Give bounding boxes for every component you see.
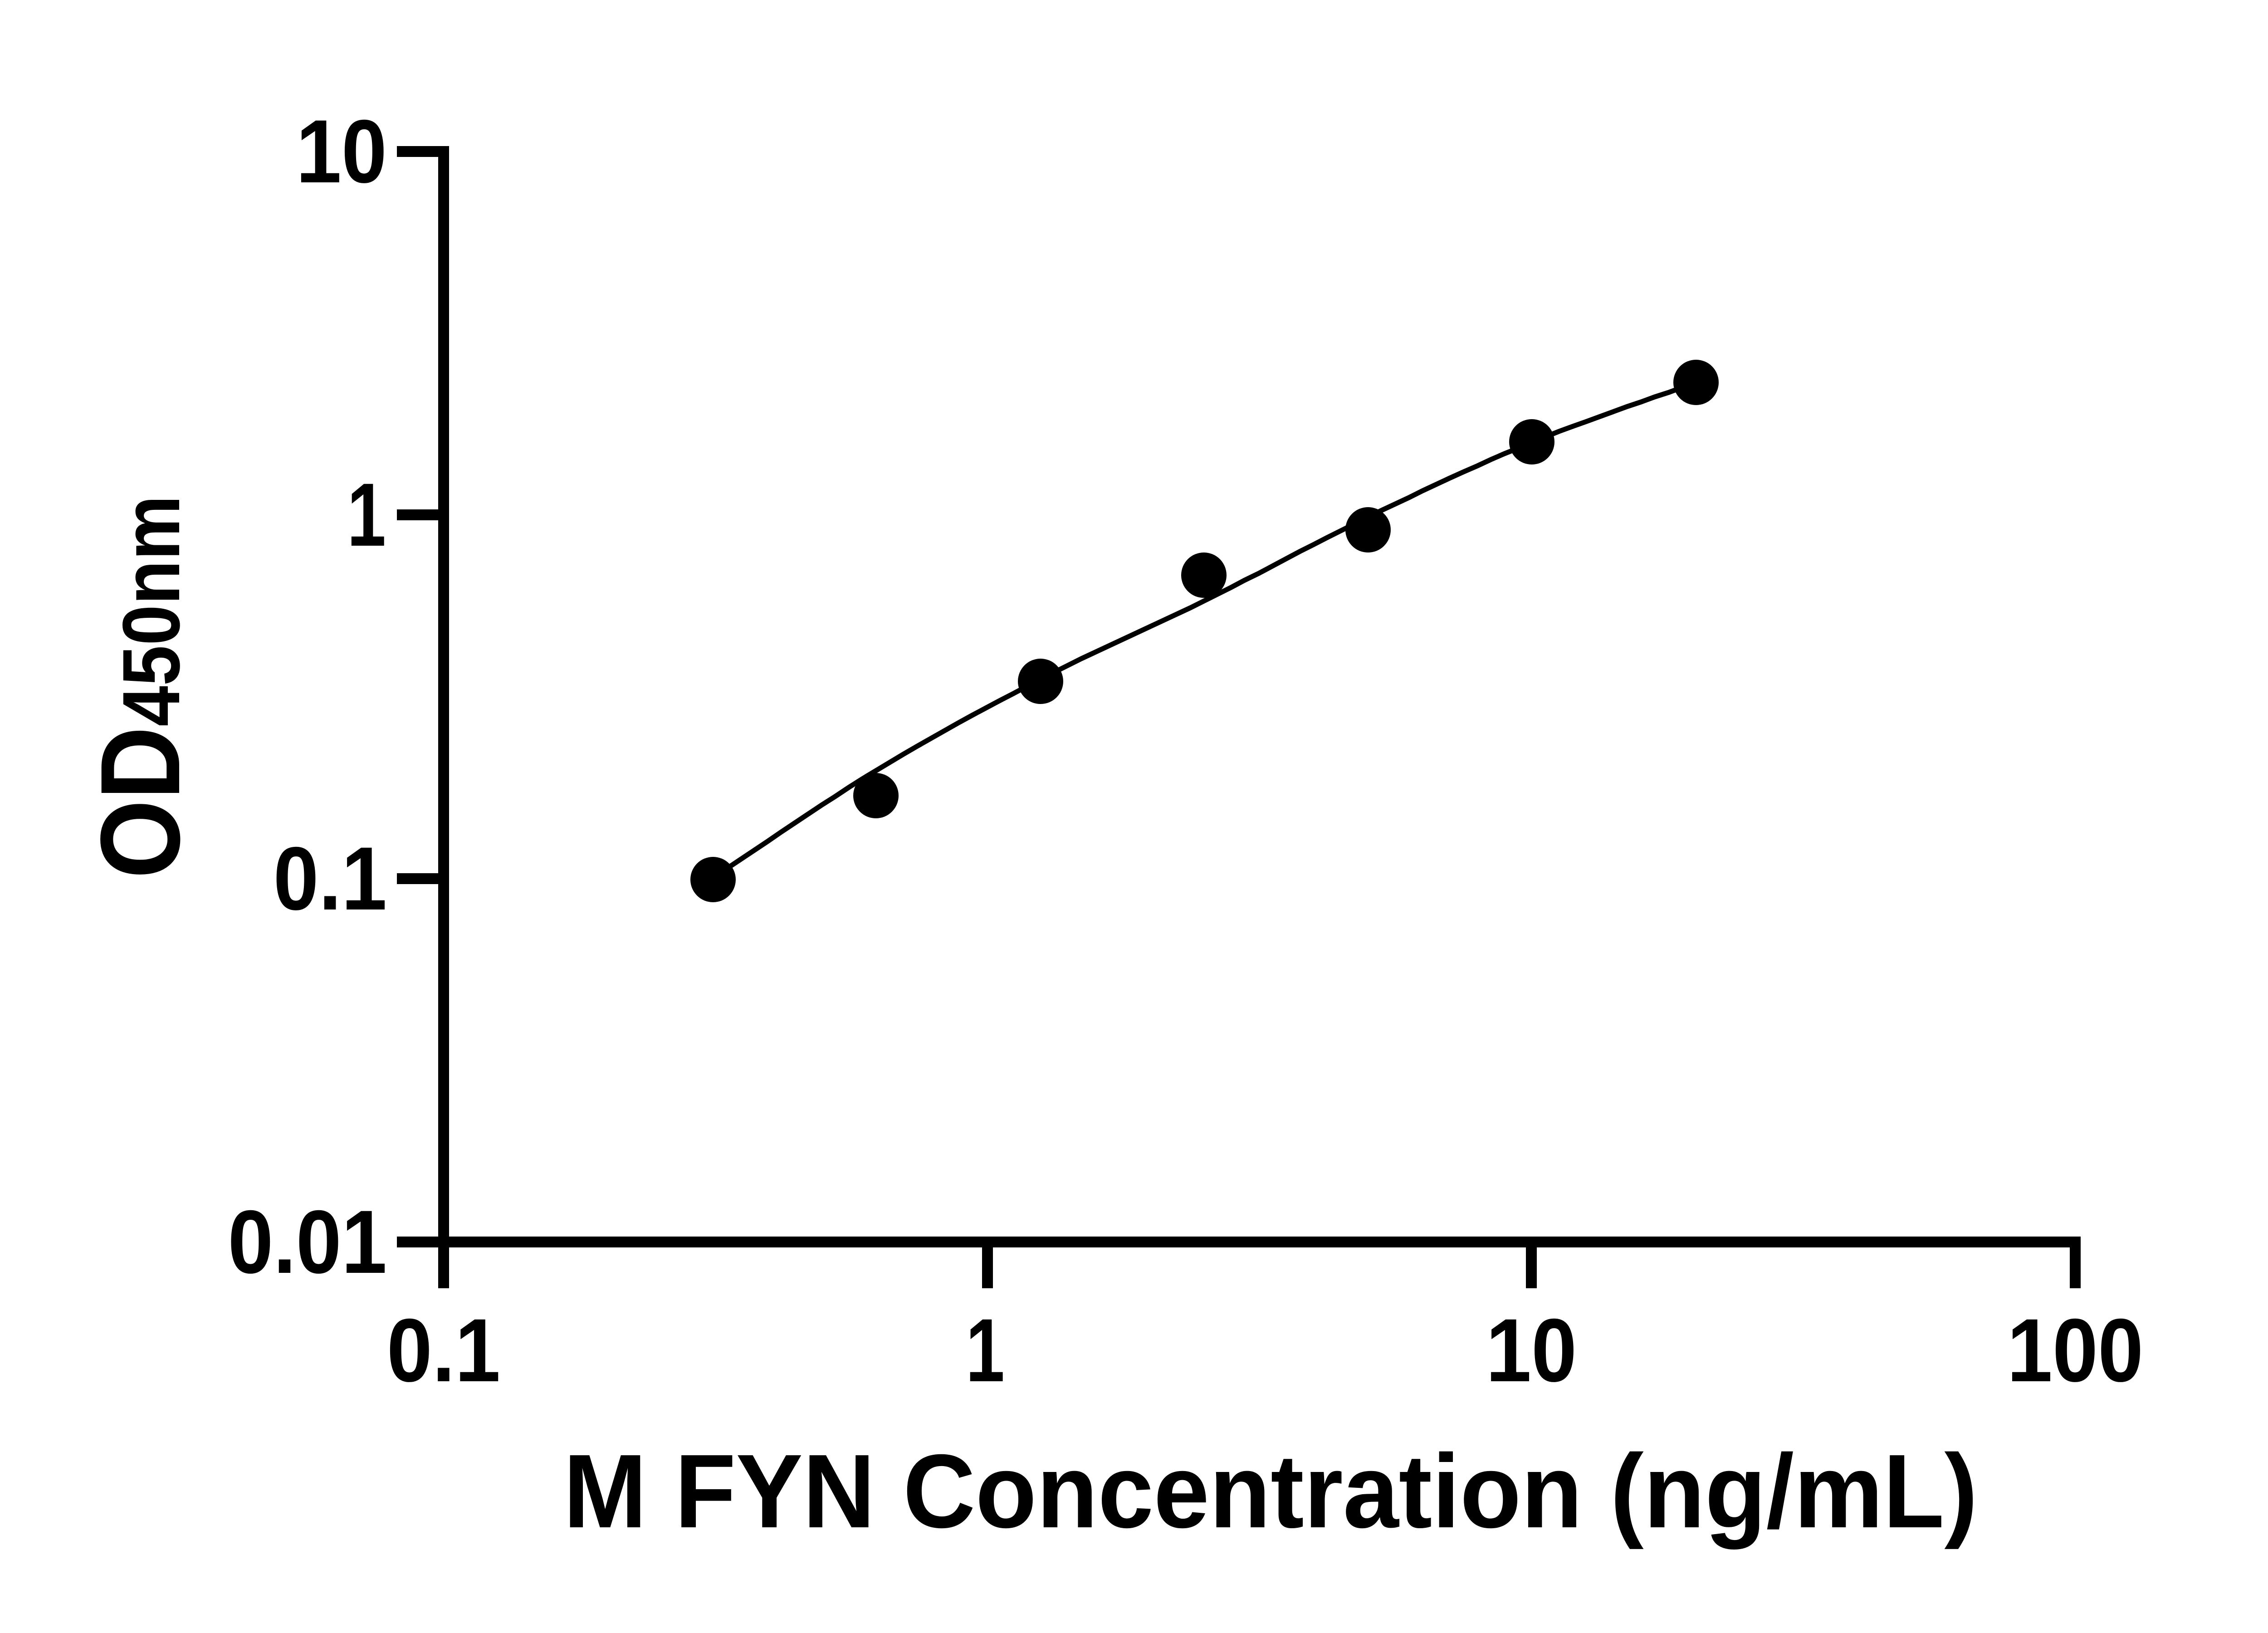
svg-text:M FYN Concentration (ng/mL): M FYN Concentration (ng/mL) bbox=[563, 1433, 1978, 1550]
svg-text:10: 10 bbox=[1486, 1301, 1577, 1401]
svg-text:1: 1 bbox=[347, 464, 386, 565]
svg-text:0.1: 0.1 bbox=[387, 1301, 500, 1401]
svg-text:0.1: 0.1 bbox=[274, 829, 387, 929]
svg-text:1: 1 bbox=[966, 1300, 1005, 1400]
svg-text:100: 100 bbox=[2007, 1301, 2144, 1401]
svg-text:10: 10 bbox=[296, 102, 387, 202]
svg-text:0.01: 0.01 bbox=[228, 1192, 387, 1292]
